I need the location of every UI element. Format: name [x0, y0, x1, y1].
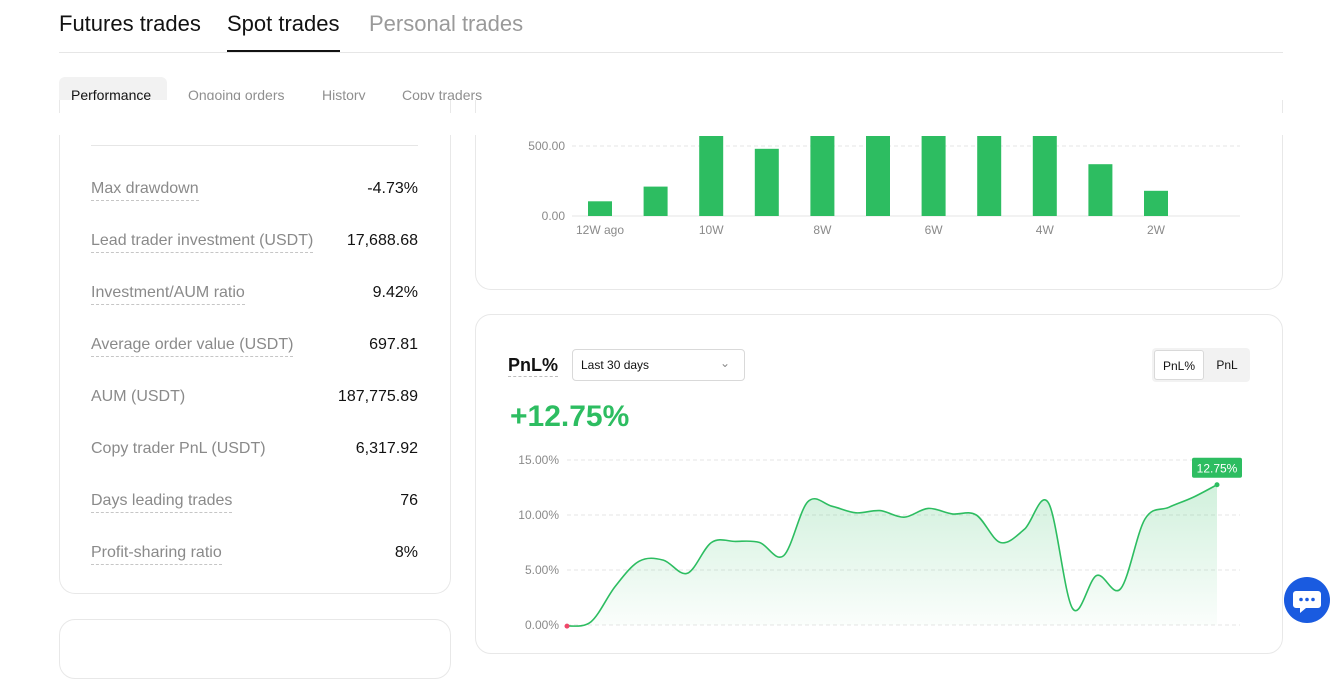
subtab-ongoing-orders[interactable]: Ongoing orders: [188, 87, 285, 103]
bar: [921, 136, 946, 216]
stat-label[interactable]: Investment/AUM ratio: [91, 282, 245, 305]
stat-label[interactable]: Days leading trades: [91, 490, 233, 513]
stat-value: -4.73%: [367, 180, 418, 197]
bar: [1088, 164, 1113, 216]
bar-x-tick: 2W: [1147, 223, 1166, 237]
stat-label: Copy trader PnL (USDT): [91, 440, 266, 457]
bar: [699, 136, 724, 216]
bar: [1144, 190, 1168, 216]
bar: [643, 186, 668, 216]
stat-label: AUM (USDT): [91, 388, 186, 405]
range-select-label: Last 30 days: [581, 358, 650, 372]
stat-value: 76: [400, 492, 418, 509]
bar-y-tick: 500.00: [528, 139, 565, 153]
chat-button[interactable]: [1284, 577, 1330, 623]
toggle-pnl-percent[interactable]: PnL%: [1154, 350, 1204, 380]
stat-max-drawdown: Max drawdown -4.73%: [91, 178, 418, 202]
bar: [588, 201, 612, 216]
bar-x-tick: 4W: [1036, 223, 1055, 237]
stat-value: 187,775.89: [337, 388, 418, 405]
stat-label[interactable]: Max drawdown: [91, 178, 199, 201]
tab-personal-trades[interactable]: Personal trades: [369, 11, 524, 36]
stat-aum: AUM (USDT) 187,775.89: [91, 386, 418, 410]
range-select[interactable]: Last 30 days ⌄: [572, 349, 745, 381]
stat-value: 8%: [394, 544, 418, 561]
stats-card-mask: [56, 113, 456, 135]
top-tabs: Futures trades Spot trades Personal trad…: [59, 0, 1283, 53]
bar-y-tick: 0.00: [542, 209, 566, 223]
stat-lead-trader-investment: Lead trader investment (USDT) 17,688.68: [91, 230, 418, 254]
subtab-copy-traders[interactable]: Copy traders: [402, 87, 483, 103]
bar-x-tick: 8W: [813, 223, 832, 237]
stat-days-leading-trades: Days leading trades 76: [91, 490, 418, 514]
bar: [754, 148, 779, 216]
stat-value: 697.81: [369, 336, 418, 353]
bar: [1032, 136, 1057, 216]
bar-x-tick: 12W ago: [576, 223, 624, 237]
stat-investment-aum-ratio: Investment/AUM ratio 9.42%: [91, 282, 418, 306]
end-value-label: 12.75%: [1197, 461, 1238, 475]
bar-chart: 0.00 500.00 12W ago 10W 8W 6W 4W 2W: [528, 136, 1240, 237]
bar-series: [588, 136, 1168, 216]
area-line: [566, 484, 1218, 627]
area-y-tick: 15.00%: [518, 453, 559, 467]
stat-label[interactable]: Average order value (USDT): [91, 334, 294, 357]
area-y-tick: 5.00%: [525, 563, 559, 577]
stat-average-order-value: Average order value (USDT) 697.81: [91, 334, 418, 358]
pnl-value: +12.75%: [510, 400, 630, 433]
end-dot: [1214, 482, 1220, 488]
bar-x-tick: 6W: [925, 223, 944, 237]
tab-futures-trades[interactable]: Futures trades: [59, 11, 201, 36]
pnl-area-chart: 0.00% 5.00% 10.00% 15.00% 12.75%: [518, 453, 1242, 632]
area-y-tick: 10.00%: [518, 508, 559, 522]
chevron-down-icon: ⌄: [719, 356, 730, 370]
stats-divider: [91, 145, 418, 146]
stat-value: 17,688.68: [346, 232, 418, 249]
area-fill: [567, 484, 1217, 627]
stat-value: 9.42%: [372, 284, 418, 301]
bar-card-mask: [472, 113, 1288, 135]
start-dot: [564, 623, 570, 629]
end-value-badge: [1192, 457, 1242, 478]
area-y-tick: 0.00%: [525, 618, 559, 632]
stat-value: 6,317.92: [355, 440, 418, 457]
stat-label[interactable]: Lead trader investment (USDT): [91, 230, 314, 253]
bar-x-tick: 10W: [699, 223, 724, 237]
chat-icon: [1293, 591, 1321, 613]
tab-spot-trades[interactable]: Spot trades: [227, 11, 340, 52]
pnl-title[interactable]: PnL%: [508, 355, 559, 377]
bar: [866, 136, 890, 216]
pnl-toggle: PnL% PnL: [1152, 348, 1250, 382]
toggle-pnl[interactable]: PnL: [1216, 358, 1238, 372]
bar: [810, 136, 835, 216]
stats-card: [59, 100, 451, 594]
stat-profit-sharing-ratio: Profit-sharing ratio 8%: [91, 542, 418, 566]
stat-copy-trader-pnl: Copy trader PnL (USDT) 6,317.92: [91, 438, 418, 462]
bar: [977, 136, 1002, 216]
subtab-history[interactable]: History: [322, 87, 366, 103]
stat-label[interactable]: Profit-sharing ratio: [91, 542, 222, 565]
